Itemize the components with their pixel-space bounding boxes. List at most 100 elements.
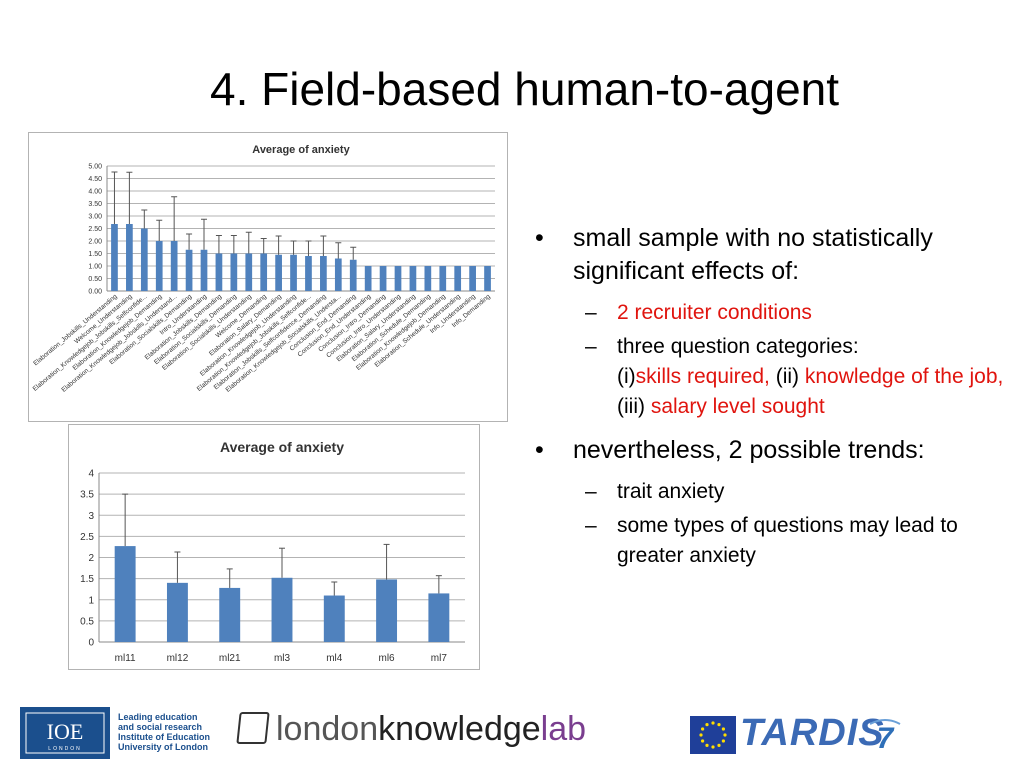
sub-bullet-categories: – three question categories: (i)skills r… xyxy=(535,332,1005,422)
lkl-knowledge: knowledge xyxy=(378,710,541,748)
category-salary: salary level sought xyxy=(650,395,825,418)
y-tick-label: 1.00 xyxy=(88,263,102,270)
bar xyxy=(140,228,148,291)
y-tick-label: 2 xyxy=(88,553,94,564)
bar xyxy=(428,593,450,642)
lkl-lab: lab xyxy=(540,710,587,748)
bar xyxy=(260,253,268,291)
chart-title: Average of anxiety xyxy=(220,439,344,455)
y-tick-label: 5.00 xyxy=(88,163,102,170)
sub-bullet-categories-text: three question categories: xyxy=(617,335,859,358)
x-tick-label: ml4 xyxy=(326,653,343,664)
y-tick-label: 1.50 xyxy=(88,251,102,258)
y-tick-label: 2.5 xyxy=(80,532,94,543)
y-tick-label: 0.00 xyxy=(88,288,102,295)
bar xyxy=(170,241,178,291)
bar xyxy=(484,266,491,291)
bar xyxy=(305,256,312,291)
category-i-prefix: (i) xyxy=(617,365,636,388)
dash-marker: – xyxy=(585,514,597,537)
bar xyxy=(334,258,342,291)
bar xyxy=(166,582,188,642)
y-tick-label: 3.00 xyxy=(88,213,102,220)
bar xyxy=(275,254,282,291)
eu-star-icon xyxy=(721,739,725,743)
dash-marker: – xyxy=(585,480,597,503)
x-tick-label: ml6 xyxy=(379,653,396,664)
bar xyxy=(323,595,345,642)
eu-star-icon xyxy=(705,743,709,747)
x-tick-label: ml3 xyxy=(274,653,291,664)
bar xyxy=(394,266,402,291)
y-tick-label: 3 xyxy=(88,511,94,522)
slide-title: 4. Field-based human-to-agent xyxy=(210,63,840,115)
eu-star-icon xyxy=(705,723,709,727)
bar xyxy=(376,579,398,642)
y-tick-label: 1.5 xyxy=(80,574,94,585)
chart-title: Average of anxiety xyxy=(252,144,350,156)
fp7-logo: 7 xyxy=(866,714,904,756)
y-tick-label: 4 xyxy=(88,469,94,480)
eu-star-icon xyxy=(711,745,715,749)
y-tick-label: 0.5 xyxy=(80,616,94,627)
chart-2-svg: Average of anxiety 0 0.5 1 1.5 2 2.5 3 3.5 4 ml11 m… xyxy=(80,439,465,664)
bar xyxy=(126,224,133,291)
eu-star-icon xyxy=(701,739,705,743)
y-tick-label: 0.50 xyxy=(88,276,102,283)
london-knowledge-lab-logo: londonknowledgelab xyxy=(236,710,587,749)
x-tick-label: ml12 xyxy=(167,653,189,664)
category-ii-prefix: (ii) xyxy=(769,365,805,388)
eu-stars xyxy=(699,721,727,749)
sub-bullet-recruiter: – 2 recruiter conditions xyxy=(535,298,1005,328)
y-tick-label: 2.50 xyxy=(88,226,102,233)
bullet-marker: • xyxy=(535,224,544,252)
bar xyxy=(215,253,223,291)
eu-star-icon xyxy=(699,733,703,737)
bar xyxy=(114,546,136,642)
eu-star-icon xyxy=(717,743,721,747)
y-tick-label: 3.50 xyxy=(88,201,102,208)
eu-flag-icon xyxy=(690,716,736,754)
tardis-logo: TARDIS xyxy=(740,712,885,754)
y-tick-label: 1 xyxy=(88,595,94,606)
fp7-text: 7 xyxy=(877,722,895,755)
x-tick-label: ml7 xyxy=(431,653,448,664)
bullet-2: • nevertheless, 2 possible trends: xyxy=(535,434,1005,467)
bar xyxy=(271,577,293,642)
y-tick-label: 4.50 xyxy=(88,176,102,183)
fp7-icon: 7 xyxy=(869,719,901,755)
y-tick-label: 3.5 xyxy=(80,490,94,501)
bar xyxy=(230,253,238,291)
x-tick-label: ml21 xyxy=(219,653,241,664)
sub-bullet-questions-text: some types of questions may lead to grea… xyxy=(617,514,958,567)
bar xyxy=(424,266,432,291)
chart-1-svg: Average of anxiety 0.00 0.50 1.00 1.50 2.00 2.… xyxy=(32,144,495,394)
y-tick-label: 0 xyxy=(88,638,94,649)
bar xyxy=(439,266,447,291)
chart-2: Average of anxiety 0 0.5 1 1.5 2 2.5 3 3.5 4 ml11 m… xyxy=(68,424,480,670)
bar xyxy=(379,266,387,291)
chart-1: Average of anxiety 0.00 0.50 1.00 1.50 2.00 2.… xyxy=(28,132,508,422)
eu-star-icon xyxy=(711,721,715,725)
bar xyxy=(245,253,253,291)
bar xyxy=(409,266,417,291)
eu-star-icon xyxy=(721,727,725,731)
bar xyxy=(111,224,118,291)
bar xyxy=(290,254,297,291)
bar xyxy=(219,587,241,642)
y-tick-label: 4.00 xyxy=(88,188,102,195)
dash-marker: – xyxy=(585,301,597,324)
bullet-2-text: nevertheless, 2 possible trends: xyxy=(573,436,925,464)
ioe-logo-text: IOE xyxy=(47,719,84,744)
sub-bullet-recruiter-text: 2 recruiter conditions xyxy=(617,301,812,324)
lkl-box-icon xyxy=(236,712,270,744)
bar xyxy=(469,266,476,291)
ioe-logo: IOE LONDON xyxy=(20,707,110,759)
bar xyxy=(185,249,193,291)
bar xyxy=(155,241,163,291)
eu-star-icon xyxy=(723,733,727,737)
bullet-list: • small sample with no statistically sig… xyxy=(535,222,1005,575)
dash-marker: – xyxy=(585,335,597,358)
category-iii-prefix: (iii) xyxy=(617,395,651,418)
lkl-london: london xyxy=(276,710,379,748)
